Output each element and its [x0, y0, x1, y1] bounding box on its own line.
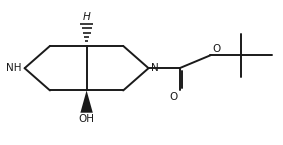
Text: NH: NH: [6, 63, 21, 73]
Text: O: O: [169, 92, 177, 102]
Text: N: N: [151, 63, 159, 73]
Polygon shape: [80, 90, 93, 113]
Text: H: H: [83, 12, 91, 22]
Text: OH: OH: [79, 114, 95, 124]
Text: O: O: [213, 44, 221, 54]
